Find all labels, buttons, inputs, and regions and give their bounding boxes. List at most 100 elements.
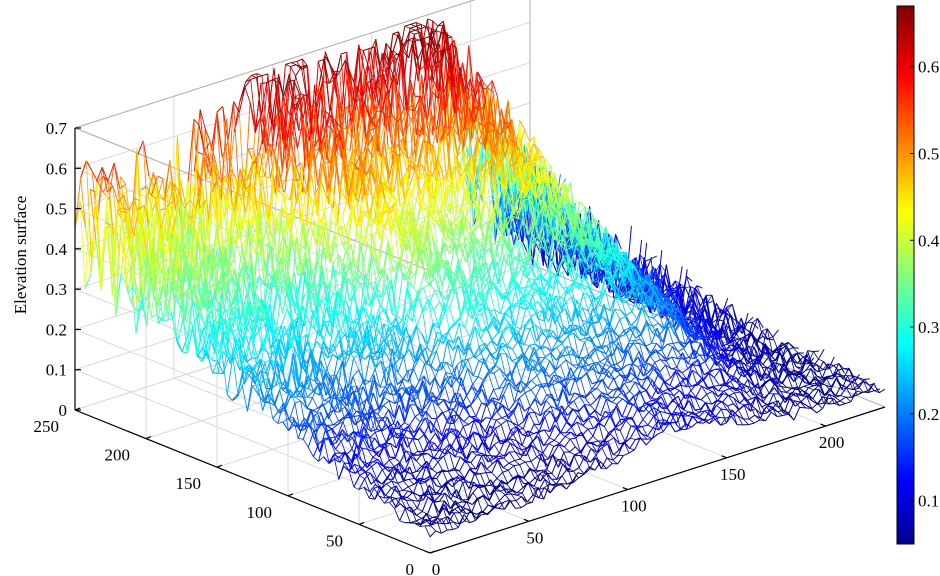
surface-segment bbox=[491, 196, 499, 227]
surface-segment bbox=[202, 154, 210, 174]
surface-segment bbox=[178, 193, 185, 209]
surface-segment bbox=[147, 237, 154, 256]
surface-segment bbox=[204, 128, 212, 176]
surface-segment bbox=[267, 73, 274, 146]
surface-segment bbox=[346, 52, 353, 105]
surface-segment bbox=[272, 77, 279, 81]
surface-segment bbox=[492, 162, 499, 196]
surface-segment bbox=[432, 20, 439, 27]
surface-segment bbox=[382, 75, 389, 147]
surface-segment bbox=[261, 82, 267, 115]
surface-segment bbox=[211, 191, 218, 250]
surface-segment bbox=[173, 183, 181, 215]
surface-segment bbox=[295, 75, 302, 94]
surface-segment bbox=[426, 26, 432, 30]
surface-segment bbox=[198, 249, 206, 283]
surface-segment bbox=[335, 75, 343, 112]
surface-segment bbox=[424, 36, 431, 66]
surface-segment bbox=[176, 300, 182, 338]
surface-segment bbox=[407, 39, 414, 43]
surface-segment bbox=[201, 182, 209, 234]
surface-segment bbox=[363, 48, 370, 52]
surface-segment bbox=[393, 75, 400, 109]
surface-segment bbox=[438, 50, 445, 93]
surface-segment bbox=[413, 37, 420, 71]
surface-segment bbox=[433, 50, 440, 93]
surface-segment bbox=[269, 143, 276, 154]
surface-segment bbox=[205, 175, 212, 181]
surface-segment bbox=[187, 215, 194, 222]
surface-segment bbox=[206, 351, 214, 374]
surface-segment bbox=[267, 184, 275, 216]
surface-segment bbox=[317, 61, 324, 82]
surface-segment bbox=[420, 26, 427, 29]
surface-segment bbox=[298, 93, 306, 168]
surface-segment bbox=[325, 115, 331, 131]
surface-segment bbox=[410, 22, 417, 25]
surface-segment bbox=[411, 196, 417, 201]
surface-segment bbox=[193, 119, 200, 126]
surface-segment bbox=[199, 208, 206, 246]
surface-segment bbox=[381, 110, 388, 118]
surface-segment bbox=[430, 30, 437, 34]
surface-segment bbox=[326, 137, 333, 156]
surface-segment bbox=[180, 179, 187, 209]
surface-segment bbox=[251, 357, 258, 359]
surface-segment bbox=[513, 218, 520, 245]
surface-segment bbox=[218, 175, 225, 238]
surface-segment bbox=[287, 81, 294, 104]
surface-segment bbox=[374, 46, 381, 96]
surface-segment bbox=[392, 31, 399, 35]
surface-segment bbox=[105, 222, 111, 226]
surface-segment bbox=[198, 124, 205, 148]
surface-segment bbox=[74, 201, 81, 229]
box-edge bbox=[74, 0, 476, 129]
surface-segment bbox=[398, 91, 405, 110]
surface-segment bbox=[254, 118, 261, 190]
surface-segment bbox=[290, 136, 297, 204]
surface-segment bbox=[112, 185, 119, 203]
surface-segment bbox=[297, 118, 304, 149]
surface-segment bbox=[129, 197, 135, 239]
surface-segment bbox=[330, 106, 337, 136]
surface-segment bbox=[423, 41, 430, 45]
surface-mesh bbox=[74, 18, 886, 538]
surface-segment bbox=[494, 194, 502, 243]
surface-segment bbox=[120, 176, 126, 185]
surface-segment bbox=[251, 73, 258, 76]
surface-segment bbox=[285, 64, 291, 67]
surface-segment bbox=[123, 194, 130, 212]
surface-segment bbox=[436, 30, 442, 34]
surface-segment bbox=[249, 102, 256, 134]
surface-segment bbox=[409, 79, 416, 97]
surface-segment bbox=[386, 90, 393, 116]
surface-segment bbox=[245, 163, 253, 211]
surface-segment bbox=[432, 98, 439, 136]
surface-segment bbox=[257, 161, 264, 210]
surface-segment bbox=[112, 185, 120, 251]
surface-segment bbox=[80, 177, 87, 229]
surface-segment bbox=[264, 125, 271, 179]
surface-segment bbox=[416, 22, 422, 25]
surface-segment bbox=[256, 73, 264, 145]
surface-segment bbox=[250, 77, 257, 80]
surface-segment bbox=[255, 113, 262, 129]
surface-segment bbox=[233, 101, 240, 113]
surface-segment bbox=[266, 82, 272, 124]
surface-segment bbox=[558, 186, 565, 189]
surface-segment bbox=[302, 118, 310, 171]
surface-segment bbox=[355, 110, 362, 162]
surface-segment bbox=[217, 179, 224, 246]
surface-segment bbox=[415, 22, 423, 47]
surface-segment bbox=[280, 110, 287, 149]
surface-segment bbox=[270, 115, 278, 157]
surface-segment bbox=[122, 207, 129, 211]
surface-segment bbox=[401, 45, 408, 111]
surface-segment bbox=[131, 231, 137, 236]
surface-segment bbox=[368, 46, 375, 50]
surface-segment bbox=[345, 59, 351, 77]
surface-segment bbox=[218, 175, 225, 195]
surface-segment bbox=[304, 128, 310, 141]
surface-segment bbox=[187, 119, 195, 182]
surface-segment bbox=[261, 179, 268, 222]
